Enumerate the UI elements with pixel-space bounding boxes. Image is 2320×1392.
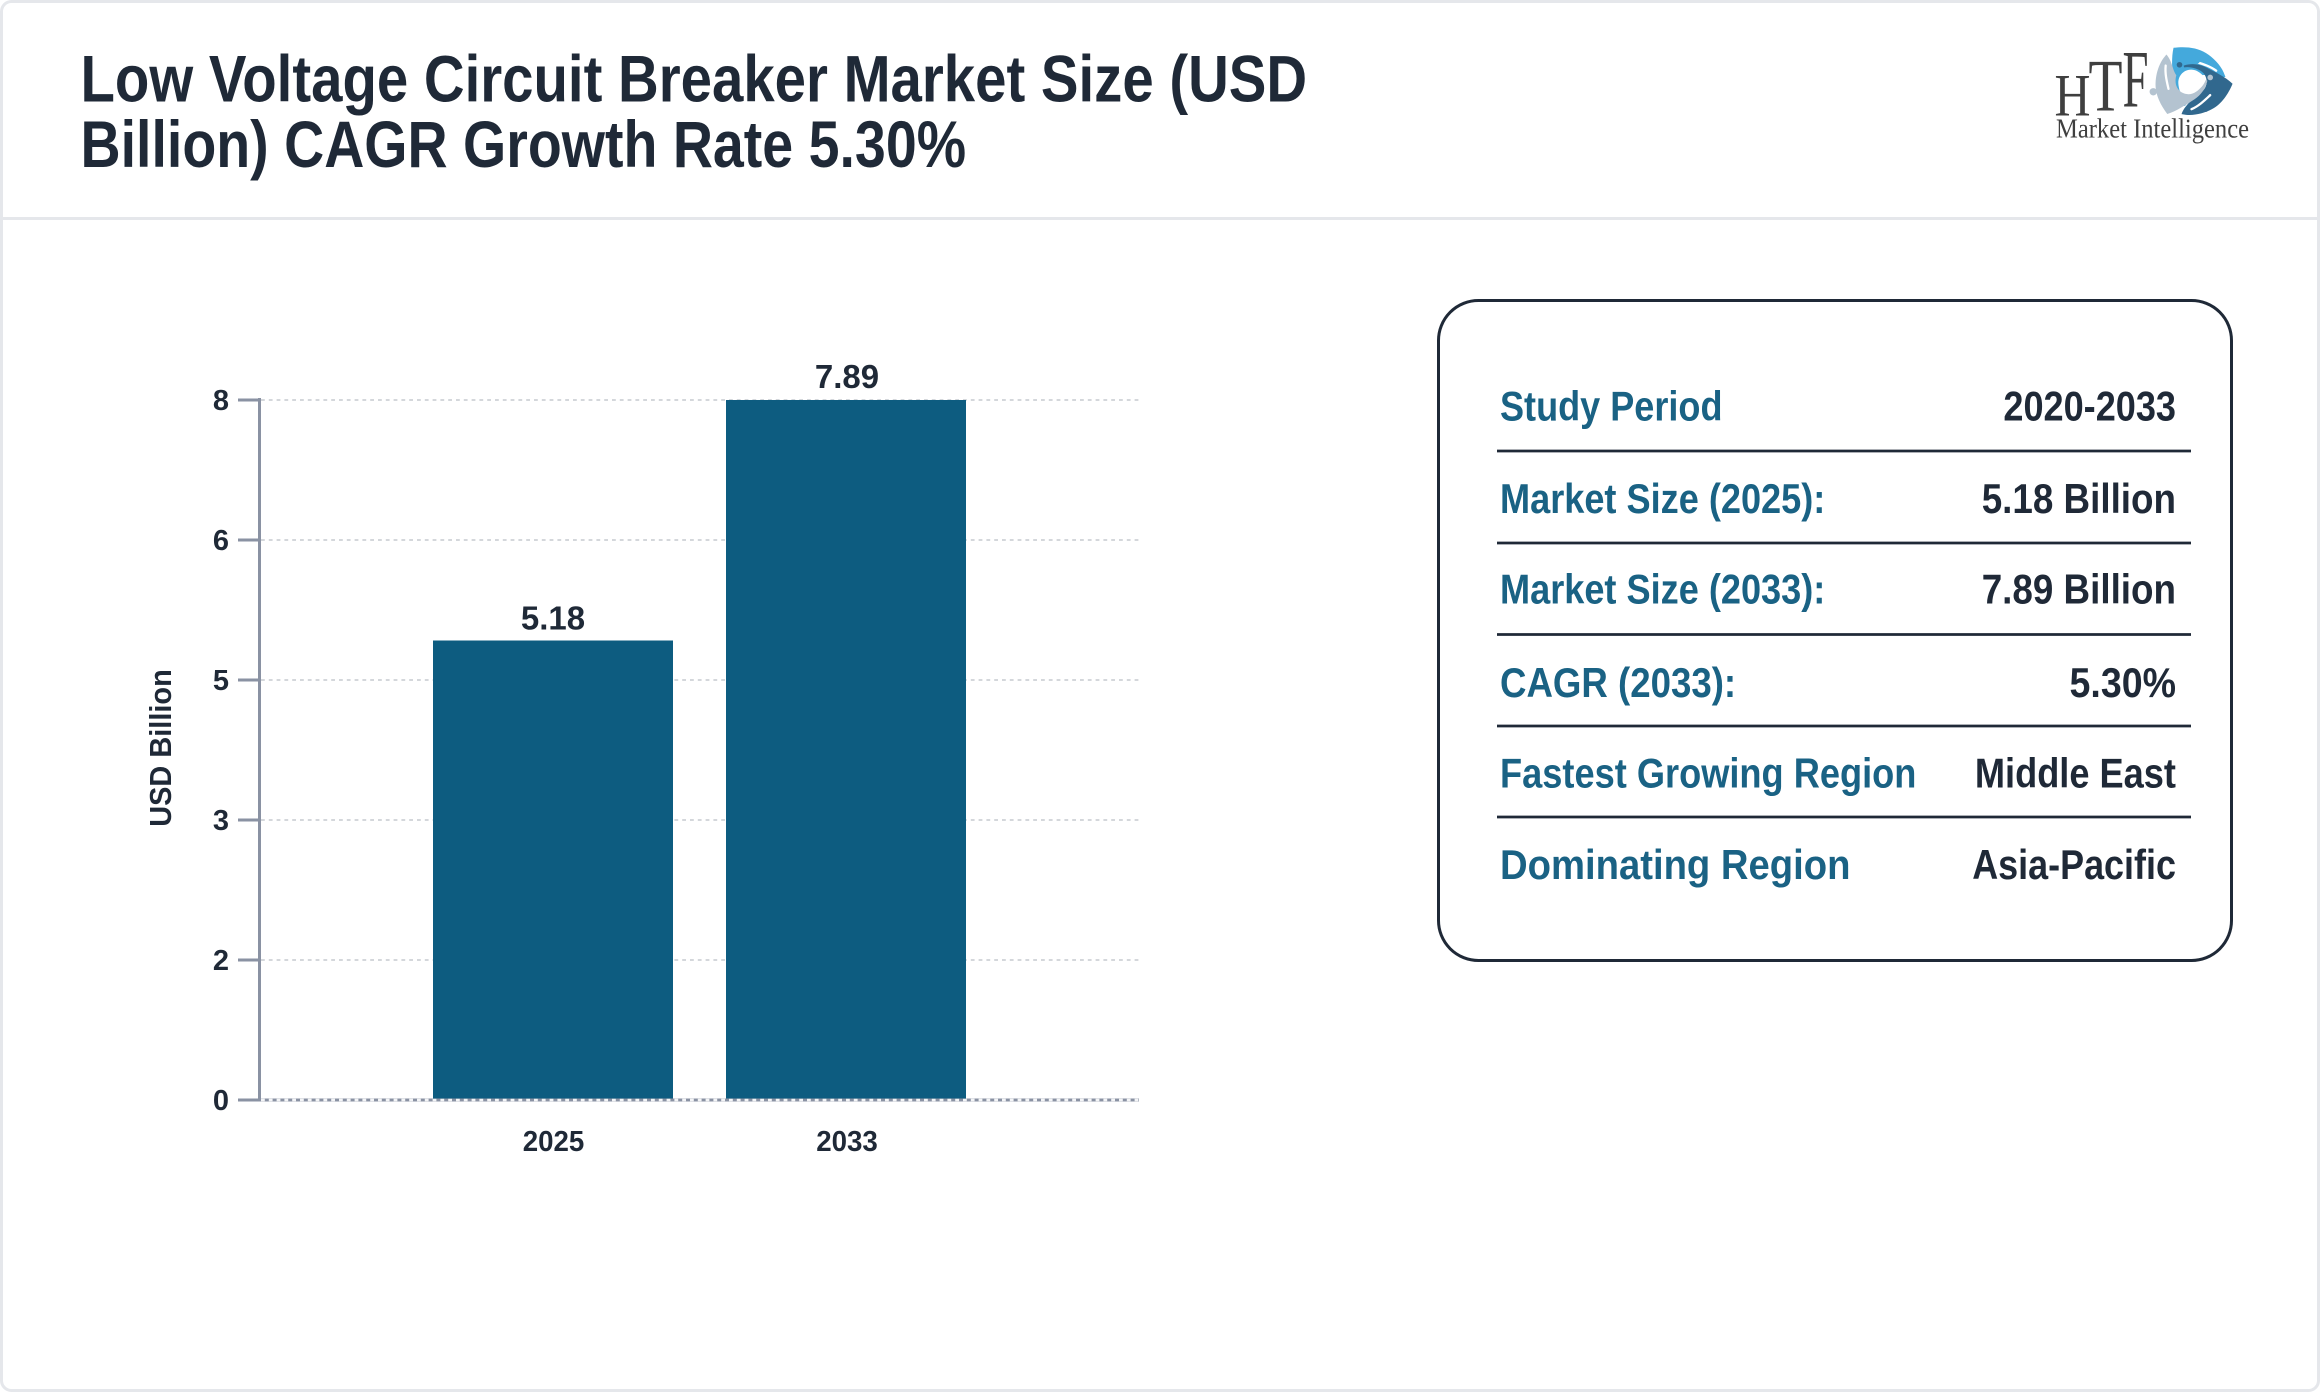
svg-text:Market Size (2025):: Market Size (2025):	[1500, 475, 1825, 522]
svg-text:Study Period: Study Period	[1500, 383, 1723, 430]
svg-text:Low Voltage Circuit Breaker Ma: Low Voltage Circuit Breaker Market Size …	[81, 42, 1308, 116]
svg-text:2025: 2025	[523, 1126, 585, 1158]
svg-text:Fastest Growing Region: Fastest Growing Region	[1500, 750, 1916, 797]
svg-text:Middle East: Middle East	[1975, 750, 2176, 797]
svg-text:T: T	[2089, 46, 2123, 128]
svg-text:Market Size (2033):: Market Size (2033):	[1500, 566, 1825, 613]
svg-text:2033: 2033	[816, 1126, 878, 1158]
svg-text:5.18: 5.18	[521, 600, 585, 637]
svg-text:8: 8	[213, 385, 229, 417]
svg-text:2: 2	[213, 945, 229, 977]
svg-text:5: 5	[213, 665, 229, 697]
svg-text:H: H	[2055, 63, 2091, 129]
svg-text:0: 0	[213, 1085, 229, 1117]
svg-text:5.30%: 5.30%	[2070, 659, 2177, 706]
svg-text:7.89 Billion: 7.89 Billion	[1982, 566, 2176, 613]
svg-text:Dominating Region: Dominating Region	[1500, 841, 1851, 888]
svg-text:Market Intelligence: Market Intelligence	[2056, 114, 2249, 144]
svg-text:CAGR (2033):: CAGR (2033):	[1500, 659, 1736, 706]
svg-text:Asia-Pacific: Asia-Pacific	[1972, 841, 2176, 888]
svg-text:2020-2033: 2020-2033	[2003, 383, 2176, 430]
svg-text:USD Billion: USD Billion	[143, 669, 178, 827]
svg-text:Billion) CAGR Growth Rate 5.30: Billion) CAGR Growth Rate 5.30%	[81, 107, 967, 181]
svg-text:6: 6	[213, 525, 229, 557]
svg-text:7.89: 7.89	[815, 358, 879, 395]
svg-text:F: F	[2123, 34, 2149, 125]
svg-text:5.18 Billion: 5.18 Billion	[1982, 475, 2176, 522]
svg-text:3: 3	[213, 805, 229, 837]
